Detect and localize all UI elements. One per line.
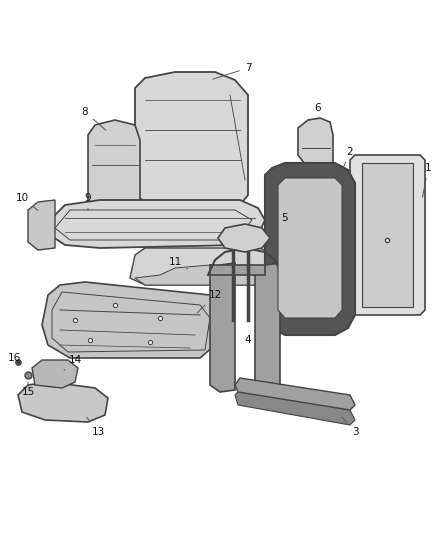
Text: 6: 6 <box>314 103 321 119</box>
Polygon shape <box>135 72 248 210</box>
Polygon shape <box>130 248 275 285</box>
Text: 16: 16 <box>7 353 21 363</box>
Text: 12: 12 <box>197 290 222 313</box>
Polygon shape <box>218 224 270 252</box>
Polygon shape <box>235 390 355 425</box>
Polygon shape <box>32 360 78 388</box>
Text: 5: 5 <box>267 213 288 233</box>
Text: 14: 14 <box>64 355 81 370</box>
Polygon shape <box>278 178 342 318</box>
Text: 3: 3 <box>342 417 358 437</box>
Text: 11: 11 <box>168 257 187 269</box>
Polygon shape <box>50 200 265 248</box>
Text: 8: 8 <box>82 107 106 130</box>
Text: 10: 10 <box>15 193 38 211</box>
Text: 4: 4 <box>245 335 251 345</box>
Polygon shape <box>235 378 355 410</box>
Text: 7: 7 <box>212 63 251 79</box>
Polygon shape <box>28 200 55 250</box>
Polygon shape <box>298 118 333 172</box>
Polygon shape <box>350 155 425 315</box>
Text: 1: 1 <box>423 163 431 197</box>
Polygon shape <box>362 163 413 307</box>
Polygon shape <box>18 382 108 422</box>
Text: 9: 9 <box>85 193 91 210</box>
Polygon shape <box>255 263 280 392</box>
Polygon shape <box>265 163 355 335</box>
Text: 13: 13 <box>87 417 105 437</box>
Polygon shape <box>88 120 140 215</box>
Text: 2: 2 <box>341 147 353 173</box>
Polygon shape <box>210 265 265 275</box>
Polygon shape <box>210 263 235 392</box>
Polygon shape <box>42 282 220 358</box>
Polygon shape <box>135 265 258 285</box>
Text: 15: 15 <box>21 382 35 397</box>
